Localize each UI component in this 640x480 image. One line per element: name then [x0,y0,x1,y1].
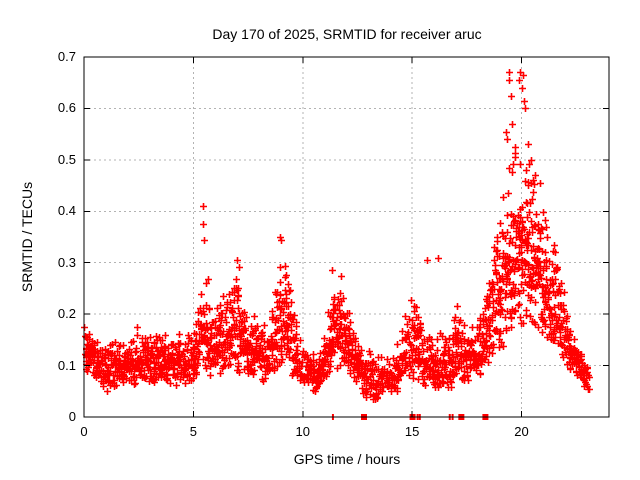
y-tick-label: 0.4 [57,203,76,219]
y-tick-label: 0.1 [57,357,76,373]
x-tick-label: 15 [404,424,420,439]
y-tick-label: 0.7 [57,49,76,64]
scatter-points [81,69,593,403]
x-tick-label: 0 [80,424,88,439]
y-tick-label: 0.2 [57,306,76,322]
x-tick-label: 5 [189,424,197,439]
y-tick-label: 0.5 [57,151,76,167]
x-tick-label: 10 [295,424,310,439]
x-tick-label: 20 [514,424,529,439]
y-tick-label: 0 [68,409,76,424]
y-tick-label: 0.3 [57,254,76,270]
plot-frame [83,56,610,418]
chart-title: Day 170 of 2025, SRMTID for receiver aru… [212,26,482,42]
y-tick-label: 0.6 [57,100,76,116]
x-axis-title: GPS time / hours [293,451,401,467]
